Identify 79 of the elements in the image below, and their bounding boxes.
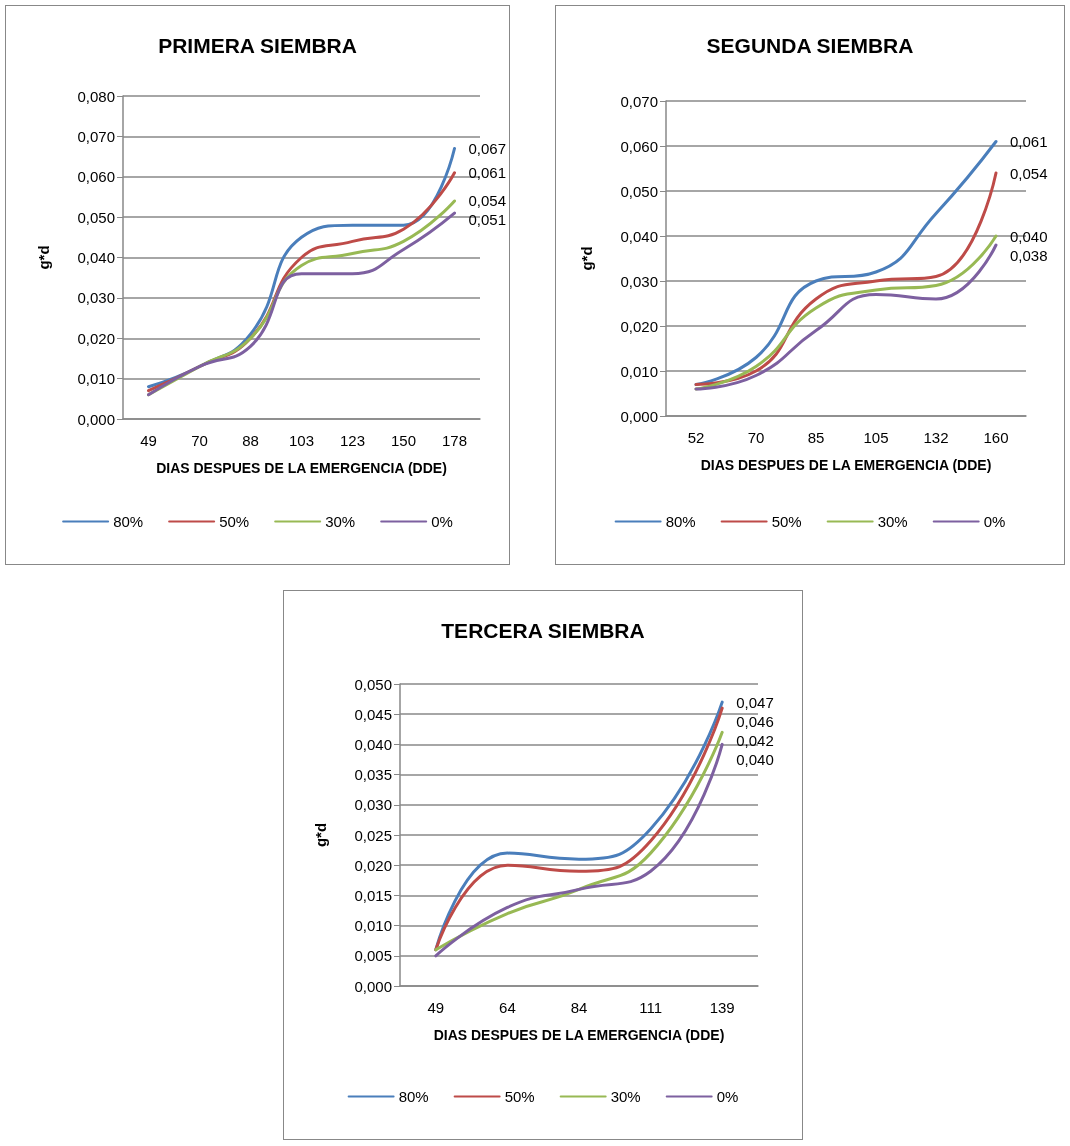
y-tick-label: 0,030 (354, 796, 392, 814)
x-tick-label: 139 (709, 999, 735, 1016)
x-tick-label: 88 (242, 432, 259, 449)
y-tick-label: 0,010 (620, 362, 658, 380)
y-tick-label: 0,060 (620, 137, 658, 155)
data-label: 0,040 (736, 750, 774, 768)
data-label: 0,040 (1010, 227, 1048, 245)
data-label: 0,046 (736, 712, 774, 730)
x-tick-label: 105 (863, 429, 889, 446)
y-tick-label: 0,040 (620, 227, 658, 245)
x-tick-label: 123 (339, 432, 366, 449)
y-tick-label: 0,010 (77, 370, 115, 388)
y-tick-label: 0,000 (620, 407, 658, 425)
chart-title: TERCERA SIEMBRA (441, 619, 645, 642)
y-tick-label: 0,050 (620, 182, 658, 200)
x-axis-title: DIAS DESPUES DE LA EMERGENCIA (DDE) (156, 460, 447, 476)
data-label: 0,047 (736, 693, 774, 711)
data-label: 0,061 (1010, 133, 1048, 150)
chart-title: PRIMERA SIEMBRA (158, 34, 357, 57)
x-tick-label: 84 (570, 999, 588, 1016)
x-tick-label: 160 (983, 429, 1009, 446)
x-tick-label: 49 (427, 999, 445, 1016)
y-tick-label: 0,025 (354, 826, 392, 844)
legend-label: 50% (504, 1088, 535, 1105)
legend-label: 30% (877, 513, 908, 530)
legend-label: 80% (665, 513, 696, 530)
y-tick-label: 0,050 (354, 675, 392, 693)
y-tick-label: 0,020 (620, 317, 658, 335)
y-tick-label: 0,005 (354, 947, 392, 965)
y-tick-label: 0,045 (354, 705, 392, 723)
legend-label: 50% (219, 513, 250, 530)
data-label: 0,051 (468, 211, 507, 229)
y-tick-label: 0,040 (354, 735, 392, 753)
legend-label: 80% (398, 1088, 429, 1105)
y-tick-label: 0,020 (77, 329, 115, 347)
data-label: 0,038 (1010, 246, 1048, 264)
y-tick-label: 0,080 (77, 87, 115, 105)
x-tick-label: 49 (140, 432, 157, 449)
y-tick-label: 0,060 (77, 168, 115, 186)
y-axis-title: g*d (35, 245, 52, 270)
y-tick-label: 0,015 (354, 886, 392, 904)
x-axis-title: DIAS DESPUES DE LA EMERGENCIA (DDE) (700, 457, 992, 473)
y-tick-label: 0,035 (354, 766, 392, 784)
legend-label: 0% (983, 513, 1006, 530)
legend-label: 0% (431, 513, 453, 530)
y-tick-label: 0,050 (77, 208, 115, 226)
y-tick-label: 0,030 (620, 272, 658, 290)
y-tick-label: 0,030 (77, 289, 115, 307)
x-tick-label: 150 (390, 432, 417, 449)
x-tick-label: 52 (687, 429, 705, 446)
x-tick-label: 132 (923, 429, 949, 446)
x-tick-label: 85 (807, 429, 825, 446)
data-label: 0,042 (736, 731, 774, 749)
chart-title: SEGUNDA SIEMBRA (706, 34, 914, 57)
x-tick-label: 178 (441, 432, 468, 449)
x-tick-label: 64 (499, 999, 516, 1016)
legend-label: 50% (771, 513, 802, 530)
legend-label: 0% (716, 1088, 739, 1105)
legend-label: 80% (113, 513, 144, 530)
y-tick-label: 0,000 (354, 977, 392, 995)
y-axis-title: g*d (578, 246, 595, 271)
legend-label: 30% (610, 1088, 641, 1105)
y-tick-label: 0,070 (77, 127, 115, 145)
x-tick-label: 103 (288, 432, 315, 449)
x-tick-label: 70 (747, 429, 765, 446)
y-tick-label: 0,010 (354, 917, 392, 935)
x-tick-label: 111 (639, 999, 663, 1016)
data-label: 0,054 (468, 192, 507, 210)
data-label: 0,061 (468, 164, 507, 182)
x-tick-label: 70 (191, 432, 208, 449)
legend-label: 30% (325, 513, 356, 530)
y-axis-title: g*d (312, 822, 329, 848)
data-label: 0,067 (468, 139, 507, 157)
data-label: 0,054 (1010, 164, 1048, 182)
y-tick-label: 0,020 (354, 856, 392, 874)
y-tick-label: 0,070 (620, 92, 658, 110)
y-tick-label: 0,040 (77, 249, 115, 266)
x-axis-title: DIAS DESPUES DE LA EMERGENCIA (DDE) (433, 1027, 725, 1043)
y-tick-label: 0,000 (77, 410, 115, 428)
